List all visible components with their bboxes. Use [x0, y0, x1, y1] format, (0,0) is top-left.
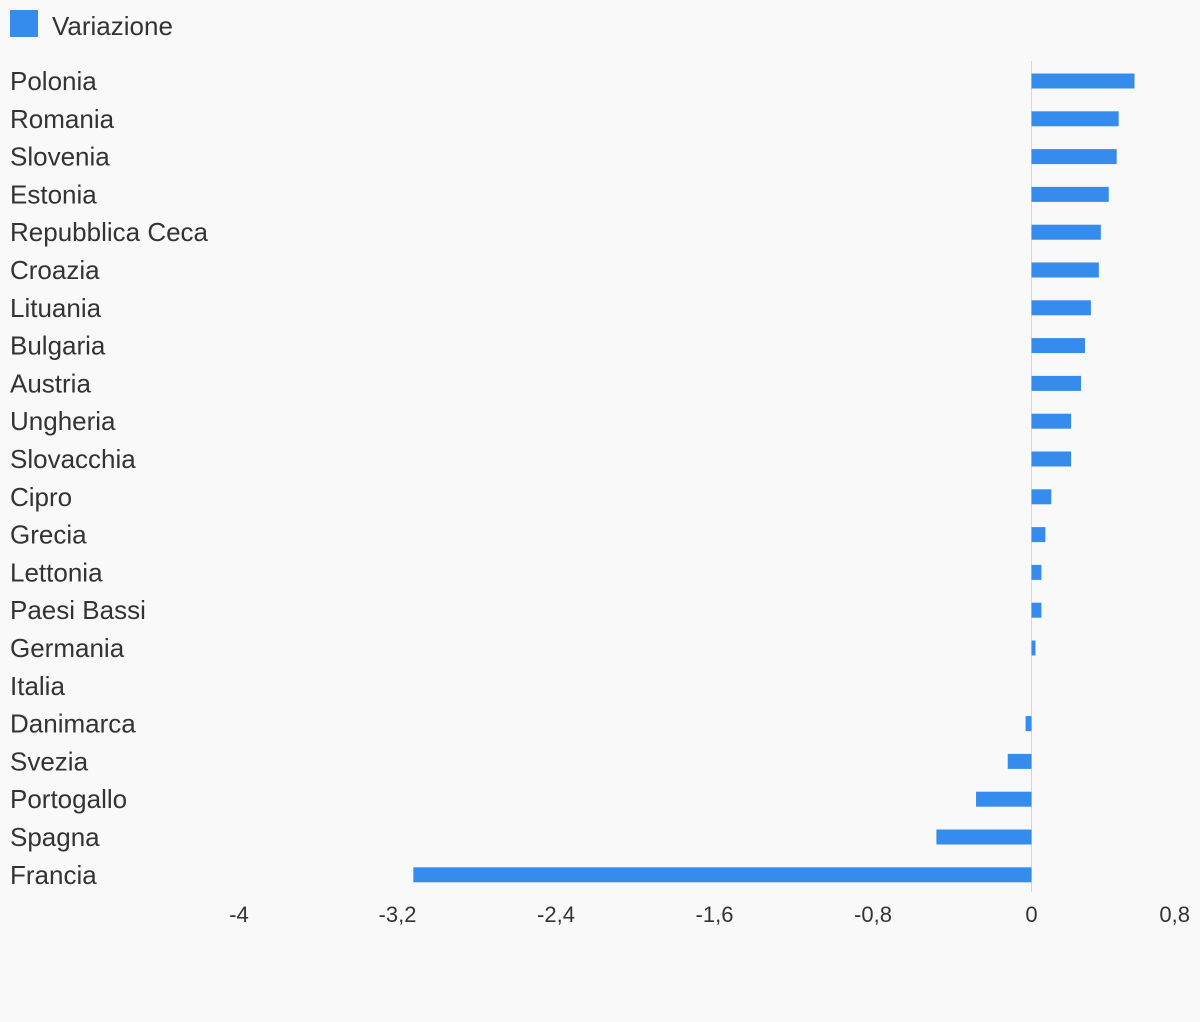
category-label: Danimarca: [10, 709, 136, 739]
x-tick-label: -2,4: [537, 902, 575, 927]
x-tick-label: -0,8: [854, 902, 892, 927]
legend-label: Variazione: [52, 11, 173, 41]
category-label: Italia: [10, 671, 65, 701]
bars: [413, 73, 1135, 883]
bar: [1031, 149, 1117, 165]
category-label: Portogallo: [10, 784, 127, 814]
bar: [1031, 527, 1046, 543]
bar: [413, 867, 1032, 883]
bar: [1031, 451, 1072, 467]
bar: [1025, 716, 1032, 732]
bar: [936, 829, 1032, 845]
category-label: Francia: [10, 860, 97, 890]
bar: [1031, 413, 1072, 429]
bar: [1007, 753, 1032, 769]
category-label: Grecia: [10, 520, 87, 550]
category-label: Slovacchia: [10, 444, 136, 474]
legend-swatch: [10, 10, 38, 37]
bar: [1031, 564, 1042, 580]
category-label: Austria: [10, 368, 91, 398]
x-tick-label: -4: [229, 902, 249, 927]
category-label: Germania: [10, 633, 125, 663]
category-label: Lituania: [10, 293, 102, 323]
bar: [1031, 489, 1052, 505]
bar: [1031, 73, 1135, 89]
category-label: Estonia: [10, 179, 97, 209]
bar: [1031, 375, 1082, 391]
bar: [976, 791, 1032, 807]
x-axis-ticks: -4 -3,2 -2,4 -1,6 -0,8 0 0,8: [229, 902, 1190, 927]
bar: [1031, 602, 1042, 618]
bar: [1031, 640, 1036, 656]
bar: [1031, 186, 1109, 202]
x-tick-label: -3,2: [379, 902, 417, 927]
category-label: Bulgaria: [10, 331, 106, 361]
category-label: Cipro: [10, 482, 72, 512]
category-label: Polonia: [10, 66, 97, 96]
x-tick-label: -1,6: [696, 902, 734, 927]
bar: [1031, 262, 1099, 278]
category-label: Spagna: [10, 822, 100, 852]
category-label: Croazia: [10, 255, 100, 285]
bar: [1031, 224, 1101, 240]
category-label: Repubblica Ceca: [10, 217, 209, 247]
x-tick-label: 0,8: [1159, 902, 1190, 927]
bar: [1031, 111, 1119, 127]
category-labels: Polonia Romania Slovenia Estonia Repubblica …: [10, 66, 209, 890]
category-label: Svezia: [10, 746, 89, 776]
category-label: Paesi Bassi: [10, 595, 146, 625]
category-label: Slovenia: [10, 142, 110, 172]
category-label: Lettonia: [10, 557, 103, 587]
x-tick-label: 0: [1025, 902, 1037, 927]
bar: [1031, 338, 1085, 354]
legend: Variazione: [10, 10, 173, 41]
category-label: Ungheria: [10, 406, 116, 436]
bar: [1031, 300, 1091, 316]
category-label: Romania: [10, 104, 115, 134]
